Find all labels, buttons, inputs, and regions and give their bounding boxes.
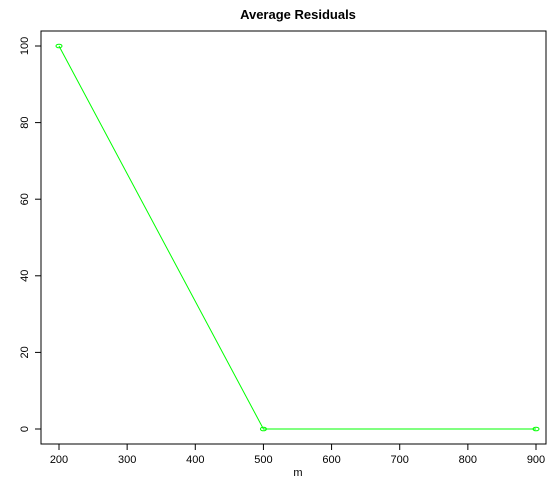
x-tick-label: 500 [254, 454, 272, 466]
x-axis: 200 300 400 500 600 700 800 900 [50, 443, 545, 466]
data-point [259, 426, 267, 432]
x-tick-label: 700 [391, 454, 409, 466]
y-tick-label: 80 [19, 116, 31, 128]
x-tick-label: 300 [118, 454, 136, 466]
x-tick-label: 600 [322, 454, 340, 466]
x-tick-label: 900 [527, 454, 545, 466]
series-layer [55, 43, 540, 432]
y-tick-label: 100 [19, 37, 31, 55]
chart-title: Average Residuals [240, 7, 356, 22]
series-line [58, 45, 536, 430]
data-point [532, 426, 540, 432]
y-tick-label: 0 [19, 426, 31, 432]
y-tick-label: 40 [19, 270, 31, 282]
x-tick-label: 800 [459, 454, 477, 466]
y-tick-label: 20 [19, 346, 31, 358]
x-tick-label: 200 [50, 454, 68, 466]
y-tick-label: 60 [19, 193, 31, 205]
x-tick-label: 400 [186, 454, 204, 466]
data-point [55, 43, 63, 49]
x-axis-label: m [293, 467, 302, 479]
y-axis: 0 20 40 60 80 100 [19, 37, 42, 432]
